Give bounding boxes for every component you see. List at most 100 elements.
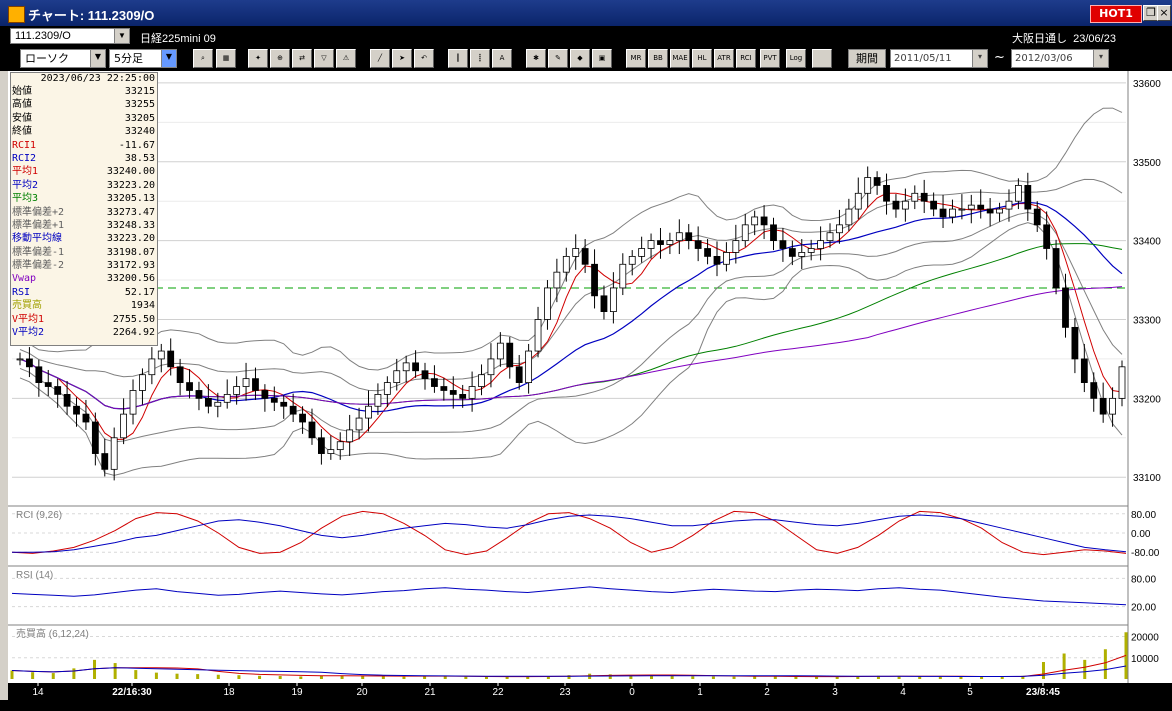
end-date-text: 2012/03/06 (1015, 53, 1073, 64)
compare-icon[interactable]: ⇄ (292, 49, 312, 68)
indicator-0-button[interactable]: MR (626, 49, 646, 68)
zoom-icon[interactable]: ⊕ (270, 49, 290, 68)
volume-bar (1083, 659, 1087, 679)
alert-icon[interactable]: ⚠ (336, 49, 356, 68)
candle-body (770, 224, 777, 242)
candle-body (402, 362, 410, 372)
period-button[interactable]: 期間 (848, 49, 886, 68)
volume-bar (670, 676, 674, 679)
volume-bar (938, 676, 942, 679)
info-label: 始値 (12, 86, 32, 97)
info-label: V平均2 (12, 327, 45, 339)
info-row: V平均2 2264.92 (11, 326, 157, 339)
volume-bar (402, 676, 406, 679)
paint-icon[interactable]: ✎ (548, 49, 568, 68)
info-label: 高値 (12, 99, 32, 111)
info-label: 標準偏差-1 (12, 246, 65, 258)
start-date-text: 2011/05/11 (894, 53, 952, 64)
chevron-down-icon[interactable]: ▼ (90, 50, 105, 67)
volume-tick-label: 20000 (1131, 633, 1159, 644)
candle-body (63, 394, 71, 407)
time-tick-label: 14 (32, 687, 44, 698)
buy-sell-icon[interactable]: ✦ (248, 49, 268, 68)
indicator-7-button[interactable]: Log (786, 49, 806, 68)
chart-type-select[interactable]: ローソク ▼ (20, 49, 106, 68)
candle-body (1071, 326, 1079, 360)
symbol-code-input[interactable]: 111.2309/O ▼ (10, 28, 130, 44)
indicator-5-button[interactable]: RCI (736, 49, 756, 68)
indicator-3-button[interactable]: HL (692, 49, 712, 68)
time-tick-label: 18 (223, 687, 235, 698)
candle-body (1080, 358, 1088, 383)
draw-line-icon[interactable]: ╱ (370, 49, 390, 68)
gear-icon[interactable]: ✱ (526, 49, 546, 68)
table-icon[interactable]: ▣ (592, 49, 612, 68)
start-date-input[interactable]: 2011/05/11 ▾ (890, 49, 988, 68)
close-button[interactable]: × (1157, 5, 1171, 21)
info-value: 33240.00 (106, 166, 155, 178)
volume-bar (299, 676, 303, 679)
candle-body (996, 208, 1003, 214)
candle-body (591, 263, 598, 297)
cursor-icon[interactable]: ➤ (392, 49, 412, 68)
info-row: 終値 33240 (11, 125, 157, 138)
candle-body (261, 390, 269, 399)
color-icon[interactable]: ◆ (570, 49, 590, 68)
candle-body (638, 248, 646, 257)
candle-body (1099, 397, 1107, 415)
chart-area[interactable]: 33600 33500 33400 33300 33200 33100 80.00 0.00 -… (8, 71, 1172, 711)
bar-icon[interactable]: ┋ (470, 49, 490, 68)
chevron-down-icon[interactable]: ▼ (114, 29, 129, 43)
volume-bar (154, 672, 158, 679)
candle-body (214, 401, 222, 407)
time-tick-label: 21 (424, 687, 436, 698)
volume-bar (505, 676, 509, 679)
candle-body (854, 192, 862, 210)
candle-body (958, 208, 966, 211)
filter-icon[interactable]: ▽ (314, 49, 334, 68)
candle-body (1109, 397, 1116, 415)
all-icon[interactable]: A (492, 49, 512, 68)
volume-bar (711, 676, 715, 679)
info-row: 平均2 33223.20 (11, 179, 157, 192)
price-tick-label: 33100 (1133, 473, 1161, 484)
indicator-2-button[interactable]: MAE (670, 49, 690, 68)
candle-body (836, 224, 843, 234)
chevron-down-icon[interactable]: ▼ (161, 50, 176, 67)
info-value: 38.53 (124, 152, 155, 164)
candle-body (704, 248, 711, 257)
candle-body (374, 394, 382, 407)
info-label: 標準偏差+2 (12, 206, 65, 218)
candle-body (299, 413, 306, 423)
title-bar[interactable]: チャート: 111.2309/O HOT1 ❐ × (0, 0, 1172, 26)
candle-body (845, 208, 853, 226)
info-label: 終値 (12, 126, 32, 138)
undo-icon[interactable]: ↶ (414, 49, 434, 68)
indicator-4-button[interactable]: ATR (714, 49, 734, 68)
candle-body (120, 413, 128, 439)
time-tick-label: 1 (697, 687, 703, 698)
candle-body (355, 417, 363, 431)
indicator-6-button[interactable]: PVT (760, 49, 780, 68)
rci-line-rci1 (11, 510, 1127, 556)
info-row: RSI 52.17 (11, 286, 157, 299)
end-date-input[interactable]: 2012/03/06 ▾ (1011, 49, 1109, 68)
volume-bar (175, 673, 179, 679)
interval-select[interactable]: 5分足 ▼ (109, 49, 177, 68)
calendar-icon[interactable]: ▾ (972, 50, 987, 67)
volume-bar (278, 676, 282, 679)
calendar-icon[interactable]: ▾ (1093, 50, 1108, 67)
candle-body (1062, 287, 1069, 328)
candle-icon[interactable]: ┃ (448, 49, 468, 68)
chart-type-value: ローソク (25, 52, 69, 65)
search-icon[interactable]: ⌕ (193, 49, 213, 68)
chart-svg[interactable]: 33600 33500 33400 33300 33200 33100 80.00 0.00 -… (8, 71, 1172, 700)
hot1-badge[interactable]: HOT1 (1090, 5, 1142, 23)
candle-body (336, 441, 344, 451)
indicator-8-button[interactable] (812, 49, 832, 68)
candle-body (393, 370, 401, 383)
indicator-1-button[interactable]: BB (648, 49, 668, 68)
candle-body (920, 192, 928, 202)
time-tick-label: 2 (764, 687, 770, 698)
grid-icon[interactable]: ▦ (216, 49, 236, 68)
